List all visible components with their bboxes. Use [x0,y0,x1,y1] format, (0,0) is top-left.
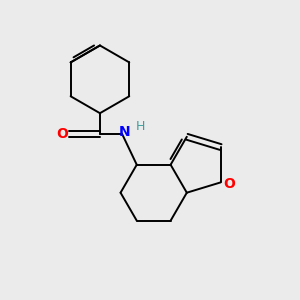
Text: O: O [223,177,235,191]
Text: O: O [57,127,68,141]
Text: N: N [118,125,130,139]
Text: H: H [136,120,145,133]
